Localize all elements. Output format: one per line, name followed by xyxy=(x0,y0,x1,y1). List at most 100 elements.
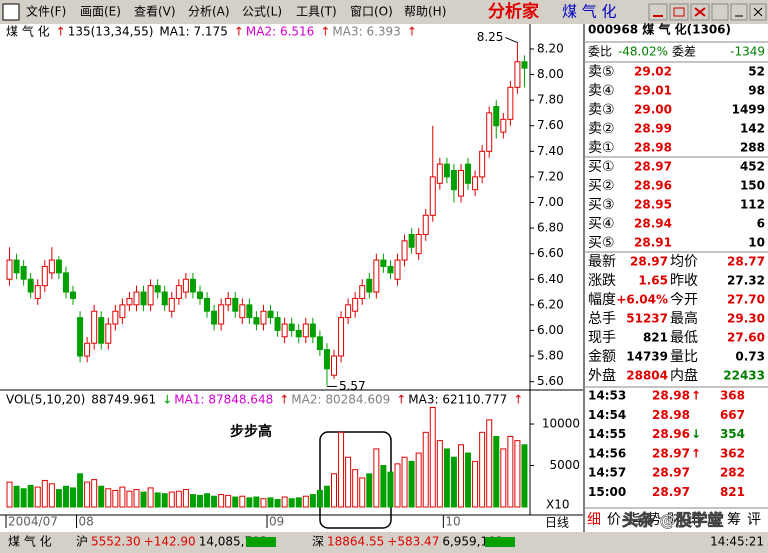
volume-bar xyxy=(486,419,493,508)
book-price: 28.94 xyxy=(634,217,672,231)
volume-bar xyxy=(13,485,20,508)
stat-value: 28.77 xyxy=(727,255,765,269)
status-indicator xyxy=(246,537,276,547)
high-label: 8.25 xyxy=(477,30,504,44)
menu-item[interactable]: 分析(A) xyxy=(188,5,230,19)
trade-price: 28.97 xyxy=(652,485,690,499)
book-volume: 452 xyxy=(740,160,765,174)
candle-body xyxy=(154,285,161,293)
book-price: 28.98 xyxy=(634,141,672,155)
menu-item[interactable]: 公式(L) xyxy=(242,5,282,19)
max-button[interactable] xyxy=(669,3,689,21)
volume-bar xyxy=(366,473,373,508)
menu-item[interactable]: 帮助(H) xyxy=(404,5,446,19)
tab[interactable]: 讯 xyxy=(687,512,701,528)
chart-header: VOL(5,10,20) xyxy=(6,393,85,407)
menu-item[interactable]: 查看(V) xyxy=(134,5,176,19)
candle-body xyxy=(380,259,387,267)
candle-body xyxy=(500,118,507,133)
trade-volume: 362 xyxy=(720,446,745,460)
volume-bar xyxy=(119,486,126,508)
volume-bar xyxy=(225,494,232,508)
menu-item[interactable]: 窗口(O) xyxy=(350,5,393,19)
candle-body xyxy=(281,323,288,338)
volume-bar xyxy=(253,496,260,508)
candle-body xyxy=(133,291,140,306)
y-tick-label: 5000 xyxy=(549,458,580,472)
chart-header: ↑ xyxy=(56,25,66,39)
book-volume: 1499 xyxy=(732,103,765,117)
candle-body xyxy=(302,323,309,338)
volume-bar xyxy=(465,452,472,508)
menu-item[interactable]: 画面(E) xyxy=(80,5,121,19)
tab[interactable]: 指 xyxy=(627,512,641,528)
volume-bar xyxy=(260,498,267,508)
candle-body xyxy=(84,342,91,357)
candle-body xyxy=(232,297,239,312)
volume-bar xyxy=(70,487,77,508)
volume-bar xyxy=(436,440,443,508)
volume-bar xyxy=(401,456,408,508)
clock: 14:45:21 xyxy=(710,535,764,549)
volume-bar xyxy=(140,491,147,508)
stat-label: 最低 xyxy=(670,330,698,346)
period-label[interactable]: 日线 xyxy=(545,516,569,530)
volume-bar xyxy=(218,494,225,508)
tab[interactable]: 细 xyxy=(587,512,601,528)
volume-bar xyxy=(154,492,161,508)
ratio-label: 委比 xyxy=(588,45,612,59)
candle-body xyxy=(211,310,218,325)
candle-body xyxy=(20,265,27,280)
tab[interactable]: 财 xyxy=(667,512,681,528)
book-price: 29.01 xyxy=(634,84,672,98)
candle-body xyxy=(436,163,443,184)
help-button[interactable] xyxy=(711,3,729,21)
tab[interactable]: 价 xyxy=(607,512,621,528)
book-volume: 6 xyxy=(757,217,765,231)
volume-bar xyxy=(309,494,316,508)
volume-bar xyxy=(62,485,69,508)
book-volume: 52 xyxy=(748,65,765,79)
candle-body xyxy=(443,163,450,178)
status-indicator xyxy=(485,537,515,547)
y-tick-label: 6.80 xyxy=(537,221,564,235)
volume-bar xyxy=(175,490,182,508)
min2-button[interactable] xyxy=(730,3,748,21)
stat-value: 22433 xyxy=(723,369,765,383)
chart-header: ↓ xyxy=(162,393,172,407)
book-volume: 142 xyxy=(740,122,765,136)
chart-header: MA2: 80284.609 xyxy=(291,393,390,407)
volume-bar xyxy=(274,499,281,508)
chart-header: ↑ xyxy=(513,393,523,407)
book-label: 买① xyxy=(588,159,615,175)
book-volume: 288 xyxy=(740,141,765,155)
status-name: 煤 气 化 xyxy=(8,534,52,549)
volume-bar xyxy=(387,471,394,508)
book-price: 28.97 xyxy=(634,160,672,174)
tab[interactable]: 成 xyxy=(707,512,721,528)
menu-item[interactable]: 工具(T) xyxy=(296,5,337,19)
trade-volume: 282 xyxy=(720,466,745,480)
tab[interactable]: 筹 xyxy=(727,511,741,528)
volume-bar xyxy=(316,489,323,508)
min-button[interactable] xyxy=(648,3,668,21)
ratio-value: -48.02% xyxy=(618,45,668,59)
candle-body xyxy=(479,150,486,178)
candle-body xyxy=(514,61,521,88)
candle-body xyxy=(6,259,13,280)
candle-body xyxy=(422,214,429,235)
book-label: 买② xyxy=(588,178,615,194)
ratio-value: -1349 xyxy=(730,45,765,59)
candle-body xyxy=(27,278,34,293)
tab[interactable]: 势 xyxy=(647,512,661,528)
trade-volume: 368 xyxy=(720,389,745,403)
menu-item[interactable]: 文件(F) xyxy=(26,4,66,19)
volume-bar xyxy=(168,491,175,508)
trade-price: 28.97 xyxy=(652,446,690,460)
candle-body xyxy=(387,265,394,274)
book-price: 29.00 xyxy=(634,103,672,117)
candle-body xyxy=(295,329,302,338)
tab[interactable]: 评 xyxy=(747,512,761,528)
candle-body xyxy=(457,170,464,197)
